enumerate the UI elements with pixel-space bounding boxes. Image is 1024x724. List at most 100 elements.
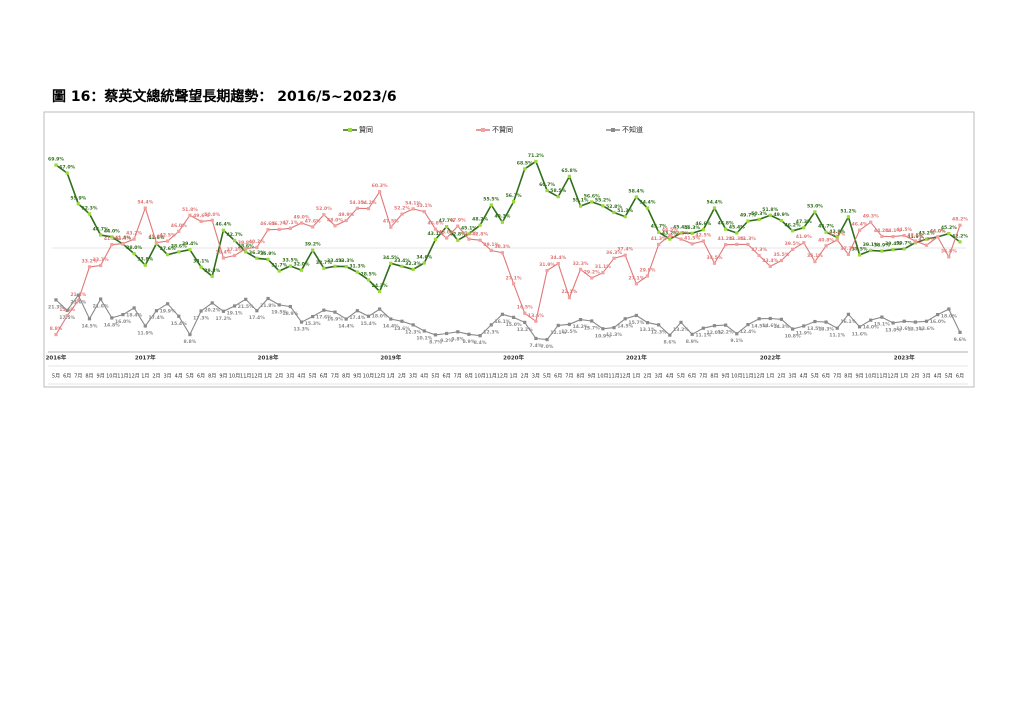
data-label: 43.2% [673, 231, 689, 237]
point [333, 264, 337, 268]
point [857, 325, 862, 329]
data-label: 7.0% [541, 344, 554, 350]
data-label: 12.0% [707, 330, 723, 336]
data-label: 44.0% [930, 228, 946, 234]
data-label: 11.1% [695, 333, 711, 339]
point [433, 237, 438, 241]
x-tick-label: 1月 [141, 374, 149, 380]
point [601, 327, 605, 331]
x-tick-label: 12月 [374, 374, 385, 380]
data-label: 11.9% [137, 330, 153, 336]
data-label: 16.9% [327, 317, 343, 323]
data-label: 12.3% [651, 329, 667, 335]
data-label: 16.0% [930, 319, 946, 325]
point [355, 309, 359, 313]
x-tick-label: 5月 [811, 374, 819, 380]
point [701, 228, 705, 232]
year-label: 2020年 [503, 354, 524, 362]
x-tick-label: 12月 [497, 374, 508, 380]
data-label: 35.5% [773, 252, 789, 258]
point [601, 204, 605, 208]
data-label: 14.5% [751, 323, 767, 329]
point [679, 237, 683, 241]
point [880, 315, 884, 319]
point [244, 250, 248, 254]
data-label: 15.7% [628, 320, 644, 326]
point [590, 200, 594, 204]
data-label: 13.3% [294, 327, 310, 333]
data-label: 37.7% [840, 246, 856, 252]
data-label: 54.3% [349, 200, 365, 206]
point [266, 296, 270, 301]
point [768, 316, 772, 321]
point [445, 225, 449, 229]
data-label: 14.0% [863, 325, 879, 331]
x-tick-label: 10月 [106, 374, 117, 380]
point [99, 297, 103, 301]
point [333, 310, 337, 314]
data-label: 15.1% [874, 322, 890, 328]
data-label: 27.1% [628, 275, 644, 281]
data-label: 8.4% [474, 340, 487, 346]
point [411, 267, 415, 271]
point [277, 269, 281, 273]
data-label: 67.0% [59, 165, 75, 171]
point [132, 306, 136, 310]
point [869, 318, 873, 322]
data-label: 34.4% [550, 255, 566, 261]
point [221, 228, 226, 232]
point [232, 253, 237, 258]
data-label: 17.4% [349, 315, 365, 321]
point [255, 309, 259, 313]
x-tick-label: 12月 [887, 374, 898, 380]
data-label: 39.8% [238, 240, 254, 246]
point [936, 235, 940, 239]
point [690, 242, 694, 246]
point [913, 239, 917, 243]
x-tick-label: 8月 [710, 374, 718, 380]
data-label: 44.0% [930, 228, 946, 234]
point [54, 298, 58, 302]
data-label: 14.5% [617, 323, 633, 329]
data-label: 54.1% [405, 200, 421, 206]
data-label: 54.4% [640, 200, 656, 206]
point [857, 228, 862, 232]
x-tick-label: 10月 [731, 374, 742, 380]
x-tick-label: 4月 [175, 374, 183, 380]
point [76, 298, 80, 303]
point [779, 218, 784, 223]
data-label: 49.0% [294, 215, 310, 221]
data-label: 43.6% [439, 230, 455, 236]
data-label: 60.3% [372, 183, 388, 189]
x-tick-label: 3月 [655, 374, 663, 380]
data-label: 15.4% [361, 321, 377, 327]
data-label: 37.6% [160, 246, 176, 252]
data-label: 41.5% [684, 235, 700, 241]
year-label: 2019年 [380, 354, 401, 362]
x-tick-label: 2月 [398, 374, 406, 380]
point [478, 223, 482, 227]
point [478, 334, 482, 338]
data-label: 13.6% [919, 326, 935, 332]
point [947, 255, 951, 259]
point [221, 309, 226, 313]
point [891, 321, 895, 325]
data-label: 51.3% [617, 208, 633, 214]
data-label: 11.3% [606, 332, 622, 338]
data-label: 21.5% [238, 304, 254, 310]
data-label: 17.2% [215, 316, 231, 322]
point [746, 322, 750, 327]
data-label: 28.5% [361, 271, 377, 277]
point [311, 248, 315, 252]
point [355, 270, 359, 274]
point [701, 326, 705, 330]
data-label: 11.6% [852, 331, 868, 337]
point [344, 218, 348, 223]
point [556, 261, 560, 266]
data-label: 49.9% [338, 212, 354, 218]
point [891, 248, 895, 252]
data-label: 41.4% [115, 236, 131, 242]
data-label: 52.2% [394, 206, 410, 212]
point [958, 240, 962, 244]
point [511, 200, 516, 204]
